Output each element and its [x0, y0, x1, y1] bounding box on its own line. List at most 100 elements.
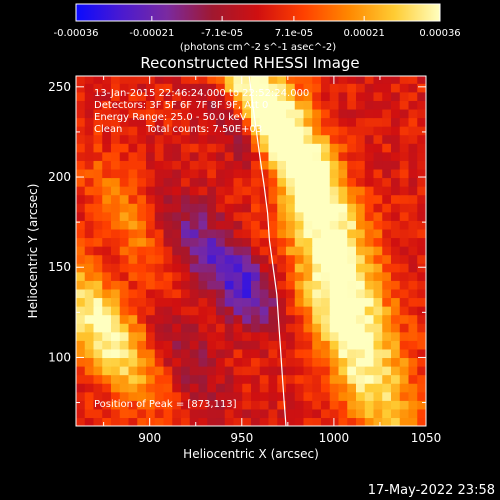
heatmap-cell — [242, 177, 252, 187]
heatmap-cell — [198, 108, 208, 119]
heatmap-cell — [329, 357, 340, 367]
heatmap-cell — [137, 194, 147, 204]
heatmap-cell — [347, 280, 357, 290]
heatmap-cell — [207, 280, 217, 290]
heatmap-cell — [119, 306, 130, 316]
heatmap-cell — [119, 280, 130, 290]
heatmap-cell — [181, 91, 191, 101]
heatmap-cell — [207, 306, 217, 316]
heatmap-cell — [111, 126, 121, 136]
heatmap-cell — [128, 400, 138, 410]
heatmap-cell — [146, 134, 156, 144]
heatmap-cell — [251, 160, 261, 170]
heatmap-cell — [373, 306, 383, 316]
heatmap-cell — [303, 160, 313, 170]
heatmap-cell — [181, 228, 191, 239]
heatmap-cell — [198, 76, 208, 84]
heatmap-cell — [207, 143, 217, 153]
heatmap-cell — [251, 263, 261, 273]
heatmap-cell — [76, 323, 86, 333]
heatmap-cell — [111, 306, 121, 316]
annotation-clean: Clean — [94, 124, 122, 135]
heatmap-cell — [84, 186, 95, 196]
heatmap-cell — [207, 297, 217, 307]
heatmap-cell — [198, 263, 208, 273]
heatmap-cell — [242, 246, 252, 256]
heatmap-cell — [329, 391, 340, 401]
heatmap-cell — [119, 323, 130, 333]
heatmap-cell — [399, 177, 410, 187]
heatmap-cell — [137, 246, 147, 256]
heatmap-cell — [154, 100, 165, 110]
heatmap-cell — [102, 108, 112, 119]
heatmap-cell — [242, 151, 252, 161]
heatmap-cell — [233, 417, 243, 426]
heatmap-cell — [154, 271, 165, 281]
heatmap-cell — [286, 151, 296, 161]
heatmap-cell — [382, 203, 392, 213]
heatmap-cell — [146, 177, 156, 187]
heatmap-cell — [347, 314, 357, 324]
heatmap-cell — [286, 331, 296, 341]
heatmap-cell — [242, 108, 252, 119]
heatmap-cell — [84, 374, 95, 384]
heatmap-cell — [399, 211, 410, 221]
heatmap-cell — [163, 417, 173, 426]
heatmap-cell — [373, 143, 383, 153]
heatmap-cell — [329, 374, 340, 384]
heatmap-cell — [277, 126, 287, 136]
heatmap-cell — [84, 340, 95, 350]
heatmap-cell — [189, 400, 200, 410]
heatmap-cell — [259, 194, 270, 204]
heatmap-cell — [364, 76, 375, 84]
heatmap-cell — [303, 366, 313, 376]
heatmap-cell — [312, 297, 322, 307]
heatmap-cell — [251, 348, 261, 359]
heatmap-cell — [207, 160, 217, 170]
heatmap-cell — [356, 366, 366, 376]
heatmap-cell — [224, 271, 235, 281]
heatmap-cell — [277, 76, 287, 84]
heatmap-cell — [321, 220, 331, 230]
heatmap-cell — [172, 323, 182, 333]
heatmap-cell — [417, 211, 426, 221]
heatmap-cell — [119, 108, 130, 119]
heatmap-cell — [119, 151, 130, 161]
heatmap-cell — [364, 228, 375, 239]
heatmap-cell — [154, 211, 165, 221]
heatmap-cell — [163, 306, 173, 316]
heatmap-cell — [259, 348, 270, 359]
heatmap-cell — [146, 246, 156, 256]
heatmap-cell — [399, 117, 410, 127]
heatmap-cell — [312, 357, 322, 367]
heatmap-cell — [224, 220, 235, 230]
heatmap-cell — [312, 331, 322, 341]
heatmap-cell — [364, 408, 375, 419]
heatmap-cell — [259, 203, 270, 213]
heatmap-cell — [356, 314, 366, 324]
heatmap-cell — [286, 134, 296, 144]
heatmap-cell — [338, 100, 348, 110]
heatmap-cell — [189, 374, 200, 384]
heatmap-cell — [277, 160, 287, 170]
heatmap-cell — [373, 374, 383, 384]
heatmap-cell — [207, 366, 217, 376]
heatmap-cell — [329, 263, 340, 273]
heatmap-cell — [111, 374, 121, 384]
heatmap-cell — [356, 408, 366, 419]
colorbar-tick-label: -0.00021 — [129, 28, 174, 39]
heatmap-cell — [268, 108, 278, 119]
heatmap-cell — [364, 263, 375, 273]
heatmap-cell — [356, 126, 366, 136]
heatmap-cell — [356, 357, 366, 367]
heatmap-cell — [356, 108, 366, 119]
heatmap-cell — [233, 83, 243, 93]
heatmap-cell — [268, 348, 278, 359]
heatmap-cell — [408, 211, 418, 221]
heatmap-cell — [242, 220, 252, 230]
heatmap-cell — [189, 357, 200, 367]
heatmap-cell — [312, 237, 322, 247]
heatmap-cell — [417, 340, 426, 350]
heatmap-cell — [259, 280, 270, 290]
heatmap-cell — [163, 357, 173, 367]
